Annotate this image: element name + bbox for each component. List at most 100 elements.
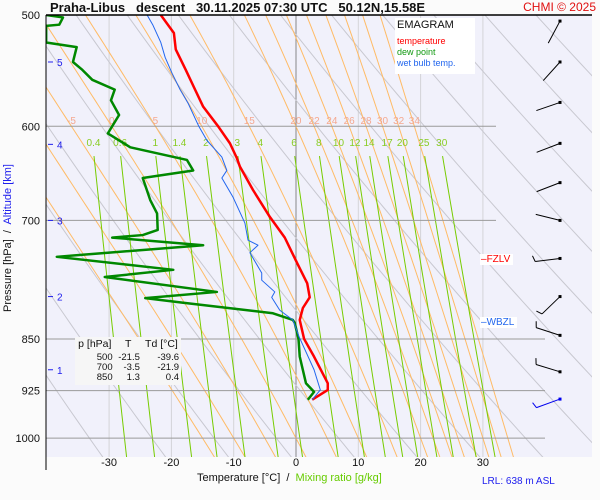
cell: 500 — [96, 352, 113, 363]
moist-adiabat-label: 28 — [361, 116, 373, 127]
mixing-ratio-line — [387, 156, 438, 457]
temperature-tick-label: 30 — [477, 457, 489, 469]
pressure-tick-label: 925 — [22, 386, 40, 398]
moist-adiabat-label: 5 — [153, 116, 159, 127]
moist-adiabat-line — [84, 15, 337, 457]
cell: -3.5 — [123, 362, 140, 373]
wind-barb-staff — [535, 213, 561, 221]
wind-barb-station-dot — [558, 370, 562, 374]
legend: EMAGRAM temperature dew point wet bulb t… — [395, 18, 475, 74]
wind-barb-staff — [542, 61, 561, 81]
cell: 0.4 — [165, 372, 179, 383]
mixing-ratio-label: 0.6 — [113, 138, 127, 149]
wind-barb-staff — [547, 20, 561, 44]
legend-title: EMAGRAM — [397, 19, 454, 31]
altitude-tick-label: 4 — [57, 140, 63, 151]
mixing-ratio-line — [206, 156, 246, 457]
freezing-level-label: –FZLV — [480, 254, 514, 265]
wind-barb-station-dot — [558, 100, 562, 104]
x-title-sep: / — [280, 472, 296, 484]
moist-adiabat-line — [305, 15, 465, 457]
wind-barb-staff — [536, 327, 561, 336]
mixing-ratio-label: 3 — [234, 138, 240, 149]
pressure-tick-label: 600 — [22, 121, 40, 133]
dry-adiabat-line — [484, 15, 592, 134]
moist-adiabat-label: 30 — [377, 116, 389, 127]
mixing-ratio-label: 6 — [291, 138, 297, 149]
y-axis-title: Pressure [hPa] / Altitude [km] — [2, 148, 14, 328]
values-table: p [hPa] T Td [°C] 500 -21.5 -39.6 700 -3.5 -… — [75, 337, 181, 385]
wind-barb-station-dot — [558, 218, 562, 222]
altitude-tick-label: 5 — [57, 58, 63, 69]
mixing-ratio-line — [155, 156, 193, 457]
dry-adiabat-line — [75, 15, 418, 457]
cell: -39.6 — [157, 352, 179, 363]
mixing-ratio-label: 0.4 — [87, 138, 101, 149]
mixing-ratio-label: 2 — [203, 138, 209, 149]
mixing-ratio-line — [260, 156, 303, 457]
mixing-ratio-line — [369, 156, 419, 457]
altitude-tick-label: 3 — [57, 216, 63, 227]
moist-adiabat-line — [46, 196, 215, 457]
wind-barb-station-dot — [558, 19, 562, 23]
wind-barb-staff — [536, 182, 561, 193]
mixing-ratio-label: 1.4 — [172, 138, 186, 149]
wind-barb-staff — [535, 364, 561, 373]
pressure-tick-label: 500 — [22, 10, 40, 22]
dry-adiabat-line — [433, 15, 592, 192]
wind-barb-station-dot — [558, 295, 562, 299]
dry-adiabat-line — [228, 15, 592, 444]
dry-adiabat-line — [46, 122, 292, 457]
mixing-ratio-line — [120, 156, 156, 457]
wind-barb-station-dot — [558, 397, 562, 401]
sounding-datetime: 30.11.2025 07:30 UTC — [195, 0, 328, 15]
temperature-tick-label: 10 — [352, 457, 364, 469]
dry-adiabat-line — [46, 45, 355, 457]
y-title-altitude: Altitude [km] — [2, 164, 14, 225]
mixing-ratio-label: 1 — [152, 138, 158, 149]
mixing-ratio-line — [402, 156, 454, 457]
pressure-tick-label: 850 — [22, 334, 40, 346]
dry-adiabat-line — [46, 287, 167, 457]
header-dew-point: Td [°C] — [145, 338, 178, 350]
temperature-tick-label: -20 — [163, 457, 179, 469]
wind-barb-station-dot — [558, 333, 562, 337]
wbzl-text: WBZL — [486, 317, 515, 328]
mixing-ratio-line — [237, 156, 279, 457]
wind-barb-station-dot — [558, 141, 562, 145]
moist-adiabat-line — [344, 15, 490, 457]
moist-adiabat-label: 24 — [326, 116, 338, 127]
moist-adiabat-label: 32 — [393, 116, 405, 127]
mixing-ratio-label: 25 — [418, 138, 430, 149]
copyright: CHMI © 2025 — [523, 0, 596, 14]
mixing-ratio-label: 4 — [258, 138, 264, 149]
pressure-tick-label: 1000 — [16, 433, 40, 445]
mixing-ratio-line — [338, 156, 386, 457]
page-title: Praha-Libus descent 30.11.2025 07:30 UTC… — [50, 0, 425, 15]
y-title-pressure: Pressure [hPa] — [2, 239, 14, 312]
moist-adiabat-label: 0 — [109, 116, 115, 127]
mixing-ratio-line — [294, 156, 339, 457]
dry-adiabat-line — [279, 15, 592, 378]
moist-adiabat-line — [189, 15, 398, 457]
y-title-sep: / — [2, 224, 14, 240]
cell: -21.9 — [157, 362, 179, 373]
moist-adiabat-label: -5 — [67, 116, 76, 127]
moist-adiabat-label: 15 — [244, 116, 256, 127]
profiles — [46, 15, 330, 401]
temperature-tick-label: 20 — [414, 457, 426, 469]
moist-adiabat-label: 34 — [409, 116, 421, 127]
moist-adiabat-line — [46, 143, 246, 457]
wind-barb-half-flag — [532, 255, 536, 262]
legend-dew-point: dew point — [397, 47, 436, 57]
mixing-ratio-line — [355, 156, 404, 457]
wind-barbs — [532, 19, 562, 409]
legend-wet-bulb: wet bulb temp. — [397, 58, 456, 68]
fzlv-text: FZLV — [486, 254, 511, 265]
wind-barb-station-dot — [558, 256, 562, 260]
dry-adiabat-line — [46, 374, 104, 457]
x-axis-title: Temperature [°C] / Mixing ratio [g/kg] — [197, 472, 382, 484]
moist-adiabat-label: 10 — [196, 116, 208, 127]
mixing-ratio-line — [442, 156, 496, 457]
